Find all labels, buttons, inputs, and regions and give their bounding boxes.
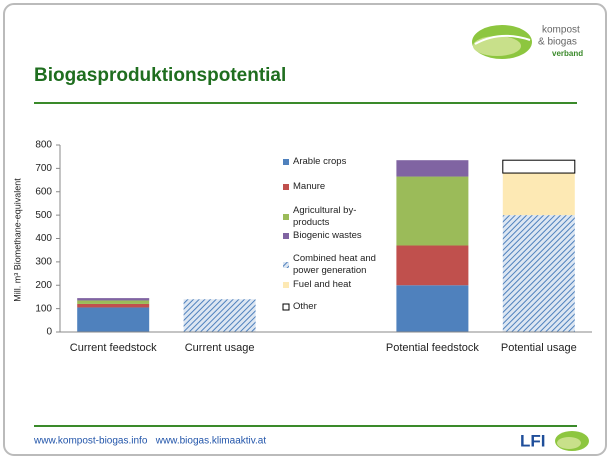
bar-segment bbox=[396, 176, 469, 246]
legend-swatch bbox=[283, 282, 289, 288]
legend-swatch bbox=[283, 159, 289, 165]
legend-swatch bbox=[283, 184, 289, 190]
bar-segment bbox=[502, 159, 576, 174]
footer-logo: LFI bbox=[520, 431, 589, 451]
bar-segment bbox=[77, 298, 150, 301]
legend-swatch bbox=[283, 214, 289, 220]
bar-segment bbox=[502, 173, 575, 216]
legend-label: Agricultural by-products bbox=[293, 205, 357, 228]
logo-text: & biogas bbox=[538, 37, 577, 48]
bar-segment bbox=[77, 300, 150, 304]
bar-segment bbox=[396, 285, 469, 332]
y-tick-label: 100 bbox=[35, 303, 52, 314]
slide-frame bbox=[3, 3, 607, 456]
y-tick-label: 800 bbox=[35, 140, 52, 151]
logo-text: kompost bbox=[542, 25, 580, 36]
legend-label: Arable crops bbox=[293, 156, 347, 167]
footer-links: www.kompost-biogas.info www.biogas.klima… bbox=[33, 436, 266, 447]
legend-label: Manure bbox=[293, 181, 326, 192]
y-axis-label: Mill. m³ Biomethane-equivalent bbox=[12, 178, 22, 302]
bar-segment bbox=[77, 307, 150, 332]
legend-label: Combined heat and power generation bbox=[293, 253, 376, 276]
x-tick-label: Potential feedstock bbox=[386, 342, 479, 354]
bar-segment bbox=[183, 299, 256, 332]
bar-segment bbox=[502, 215, 575, 332]
legend-label: Other bbox=[293, 301, 317, 312]
top-logo: kompost & biogas verband bbox=[472, 25, 583, 59]
legend-label: Biogenic wastes bbox=[293, 230, 362, 241]
legend-swatch bbox=[282, 303, 290, 311]
x-tick-label: Current usage bbox=[185, 342, 255, 354]
footer-logo-text: LFI bbox=[520, 431, 546, 450]
y-tick-label: 200 bbox=[35, 280, 52, 291]
y-tick-label: 0 bbox=[46, 327, 52, 338]
y-tick-label: 700 bbox=[35, 163, 52, 174]
legend-swatch bbox=[283, 262, 289, 268]
bar-segment bbox=[396, 160, 469, 177]
y-tick-label: 500 bbox=[35, 210, 52, 221]
x-tick-label: Current feedstock bbox=[70, 342, 157, 354]
y-tick-label: 300 bbox=[35, 257, 52, 268]
bar-segment bbox=[77, 303, 150, 308]
bar-segment bbox=[396, 245, 469, 286]
logo-text: verband bbox=[552, 49, 583, 58]
y-tick-label: 400 bbox=[35, 233, 52, 244]
y-tick-label: 600 bbox=[35, 186, 52, 197]
slide-title: Biogasproduktionspotential bbox=[34, 65, 286, 86]
legend-swatch bbox=[283, 233, 289, 239]
x-tick-label: Potential usage bbox=[501, 342, 577, 354]
legend-label: Fuel and heat bbox=[293, 279, 352, 290]
